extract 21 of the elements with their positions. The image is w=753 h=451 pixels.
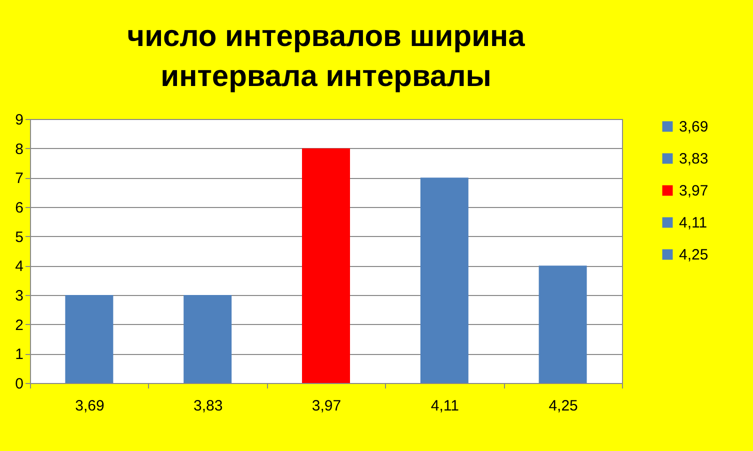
chart-title: число интервалов ширина интервала интервалы — [127, 20, 526, 93]
y-tick-label: 5 — [15, 228, 24, 246]
y-tick-label: 6 — [15, 200, 24, 216]
legend-label: 3,83 — [679, 150, 708, 168]
x-tick-label: 4,11 — [430, 398, 459, 414]
x-tick-label: 4,25 — [548, 398, 578, 414]
y-tick-label: 1 — [15, 346, 24, 364]
y-tick-label: 0 — [15, 376, 24, 392]
legend-label: 3,97 — [679, 182, 708, 200]
x-tick-label: 3,69 — [75, 398, 104, 414]
legend-label: 3,69 — [679, 118, 708, 136]
y-tick-label: 3 — [15, 288, 24, 304]
legend-label: 4,25 — [679, 246, 708, 264]
x-tick-label: 3,83 — [194, 398, 223, 414]
x-tick-label: 3,97 — [312, 398, 342, 414]
y-tick-label: 7 — [15, 170, 24, 188]
y-tick-label: 4 — [15, 258, 24, 276]
y-tick-label: 2 — [15, 316, 24, 334]
y-tick-label: 8 — [15, 140, 24, 158]
legend-label: 4,11 — [679, 214, 708, 232]
y-tick-label: 9 — [15, 112, 24, 128]
